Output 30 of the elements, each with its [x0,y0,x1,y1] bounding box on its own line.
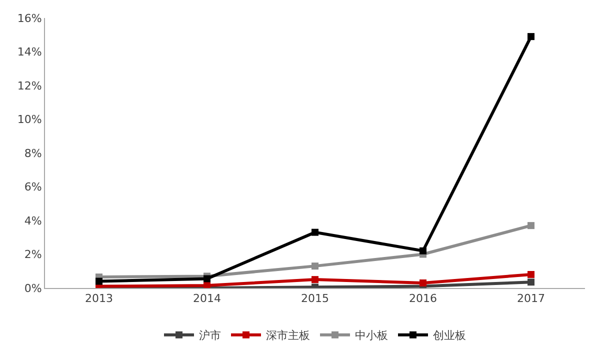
x-tick-label: 2015 [301,292,329,306]
y-tick-label: 8% [24,146,42,160]
point [420,279,426,286]
legend-label: 中小板 [355,329,388,342]
point [96,278,102,285]
legend-label: 创业板 [433,329,466,342]
point [204,282,210,288]
x-tick-label: 2016 [409,292,437,306]
y-tick-label: 16% [17,12,42,25]
point [420,247,426,254]
point [204,275,210,282]
y-tick-label: 2% [24,248,42,262]
point [312,262,318,270]
y-tick-label: 12% [17,79,42,92]
point [312,228,318,236]
point [528,222,534,230]
x-tick-label: 2013 [85,292,113,306]
legend-label: 沪市 [199,329,221,342]
point [312,276,318,284]
y-tick-label: 6% [24,180,42,194]
x-tick-label: 2014 [193,292,221,306]
point [528,33,534,40]
point [528,278,534,286]
y-tick-label: 0% [24,282,42,295]
y-tick-label: 14% [17,46,42,59]
y-tick-label: 10% [17,113,42,126]
legend-label: 深市主板 [266,329,310,342]
point [528,271,534,278]
x-tick-label: 2017 [517,292,545,306]
y-tick-label: 4% [24,214,42,228]
